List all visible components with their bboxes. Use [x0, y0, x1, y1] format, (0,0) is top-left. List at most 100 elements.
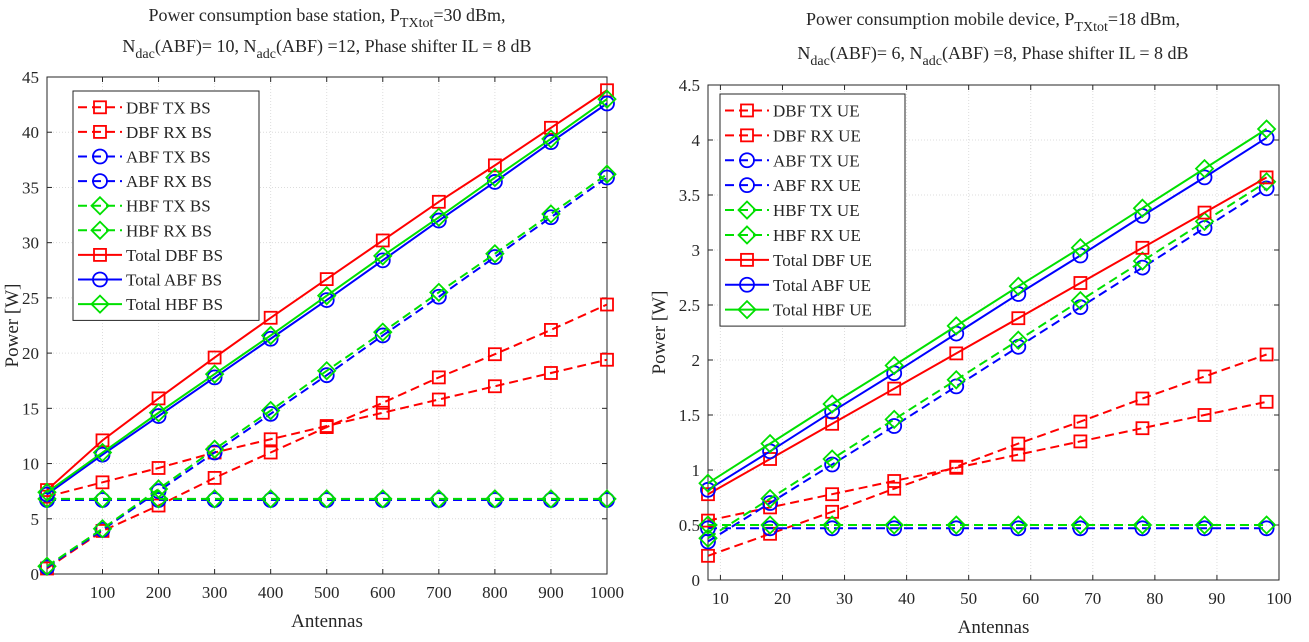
data-point-marker [822, 515, 842, 535]
data-point-marker [1073, 434, 1088, 449]
y-tick-label: 4 [692, 131, 701, 150]
chart-title-line-1-part: Power consumption base station, P [148, 5, 399, 25]
chart-title-line-1-sub: TXtot [400, 16, 434, 31]
x-axis-label: Antennas [291, 611, 363, 632]
y-tick-label: 1 [692, 461, 701, 480]
legend-label: HBF RX BS [126, 221, 212, 240]
data-point-marker [37, 556, 57, 577]
data-point-marker [487, 379, 502, 394]
data-point-marker [430, 212, 447, 229]
legend-marker [92, 271, 108, 288]
y-axis-label: Power [W] [2, 284, 23, 368]
data-point-marker [760, 488, 780, 509]
chart-title-line-1: Power consumption base station, PTXtot=3… [148, 5, 505, 31]
data-point-marker [92, 442, 113, 463]
data-point-marker [597, 164, 617, 184]
data-point-marker [429, 207, 449, 228]
chart-title-line-2-sub: adc [257, 47, 276, 62]
data-point-marker [1197, 408, 1212, 422]
series-line [707, 187, 1268, 543]
data-point-marker [95, 475, 110, 490]
legend-marker [737, 200, 757, 220]
legend-marker [740, 252, 754, 267]
legend-label: Total DBF BS [126, 246, 223, 265]
x-tick-label: 900 [538, 583, 564, 602]
data-point-marker [92, 518, 113, 539]
legend-marker [92, 173, 108, 190]
legend-label: HBF TX BS [126, 197, 211, 216]
data-point-marker [1008, 330, 1029, 350]
data-point-marker [1132, 515, 1153, 535]
data-point-marker [1011, 311, 1026, 326]
data-point-marker [544, 323, 558, 337]
legend: DBF TX BS DBF RX BS ABF TX BS ABF RX BS HBF … [72, 90, 260, 321]
data-point-marker [544, 366, 558, 380]
data-point-marker [319, 272, 334, 287]
data-point-marker [698, 528, 718, 548]
data-point-marker [599, 169, 615, 186]
data-point-marker [318, 367, 335, 384]
series-hbf-tx-bs [37, 164, 617, 577]
data-point-marker [207, 350, 222, 365]
data-point-marker [1196, 169, 1213, 186]
series-line [707, 136, 1268, 491]
data-point-marker [1259, 170, 1274, 185]
data-point-marker [262, 330, 279, 347]
x-tick-label: 50 [960, 589, 977, 608]
data-point-marker [1073, 414, 1088, 429]
data-point-marker [698, 515, 718, 535]
series-line [46, 98, 608, 494]
data-point-marker [1070, 238, 1091, 258]
data-point-marker [319, 419, 334, 433]
data-point-marker [429, 489, 449, 509]
x-tick-label: 500 [314, 583, 340, 602]
data-point-marker [316, 285, 337, 306]
data-point-marker [948, 520, 965, 537]
legend-label: Total HBF BS [126, 295, 223, 314]
data-point-marker [151, 461, 166, 475]
y-tick-label: 25 [22, 289, 39, 308]
data-point-marker [544, 120, 558, 135]
series-abf-tx-ue [700, 180, 1275, 550]
series-hbf-rx-bs [37, 489, 617, 509]
data-point-marker [1258, 180, 1275, 197]
legend-marker [740, 103, 754, 118]
data-point-marker [204, 439, 225, 459]
legend-label: DBF TX BS [126, 98, 211, 117]
legend: DBF TX UE DBF RX UE ABF TX UE ABF RX UE HBF … [719, 93, 906, 327]
x-tick-label: 800 [482, 583, 508, 602]
data-point-marker [1135, 421, 1150, 436]
series-line [46, 303, 608, 570]
x-tick-label: 700 [426, 583, 452, 602]
data-point-marker [1194, 515, 1215, 535]
data-point-marker [263, 310, 278, 325]
x-tick-label: 30 [836, 589, 853, 608]
data-point-marker [260, 325, 281, 346]
data-point-marker [207, 471, 222, 485]
series-line [46, 358, 608, 498]
data-point-marker [487, 158, 502, 173]
series-line [707, 180, 1268, 540]
legend-marker [92, 148, 108, 165]
x-tick-label: 70 [1084, 589, 1101, 608]
data-point-marker [37, 482, 57, 503]
data-point-marker [1256, 119, 1277, 139]
chart-title-line-1-sub: TXtot [1074, 20, 1108, 35]
legend-label: ABF TX BS [126, 148, 211, 167]
legend-marker [740, 128, 754, 143]
data-point-marker [760, 433, 780, 454]
data-point-marker [600, 297, 614, 312]
data-point-marker [206, 444, 223, 461]
y-tick-label: 5 [31, 510, 40, 529]
legend-label: ABF RX UE [773, 176, 861, 195]
data-point-marker [825, 504, 840, 519]
data-point-marker [1070, 515, 1091, 535]
legend-label: HBF RX UE [773, 226, 861, 245]
data-point-marker [822, 449, 842, 469]
data-point-marker [824, 456, 841, 473]
y-tick-label: 2.5 [679, 296, 700, 315]
data-point-marker [431, 370, 446, 385]
legend-marker [737, 225, 757, 245]
legend-marker [93, 247, 107, 262]
chart-title-line-2-part: (ABF) =12, Phase shifter IL = 8 dB [276, 36, 532, 57]
